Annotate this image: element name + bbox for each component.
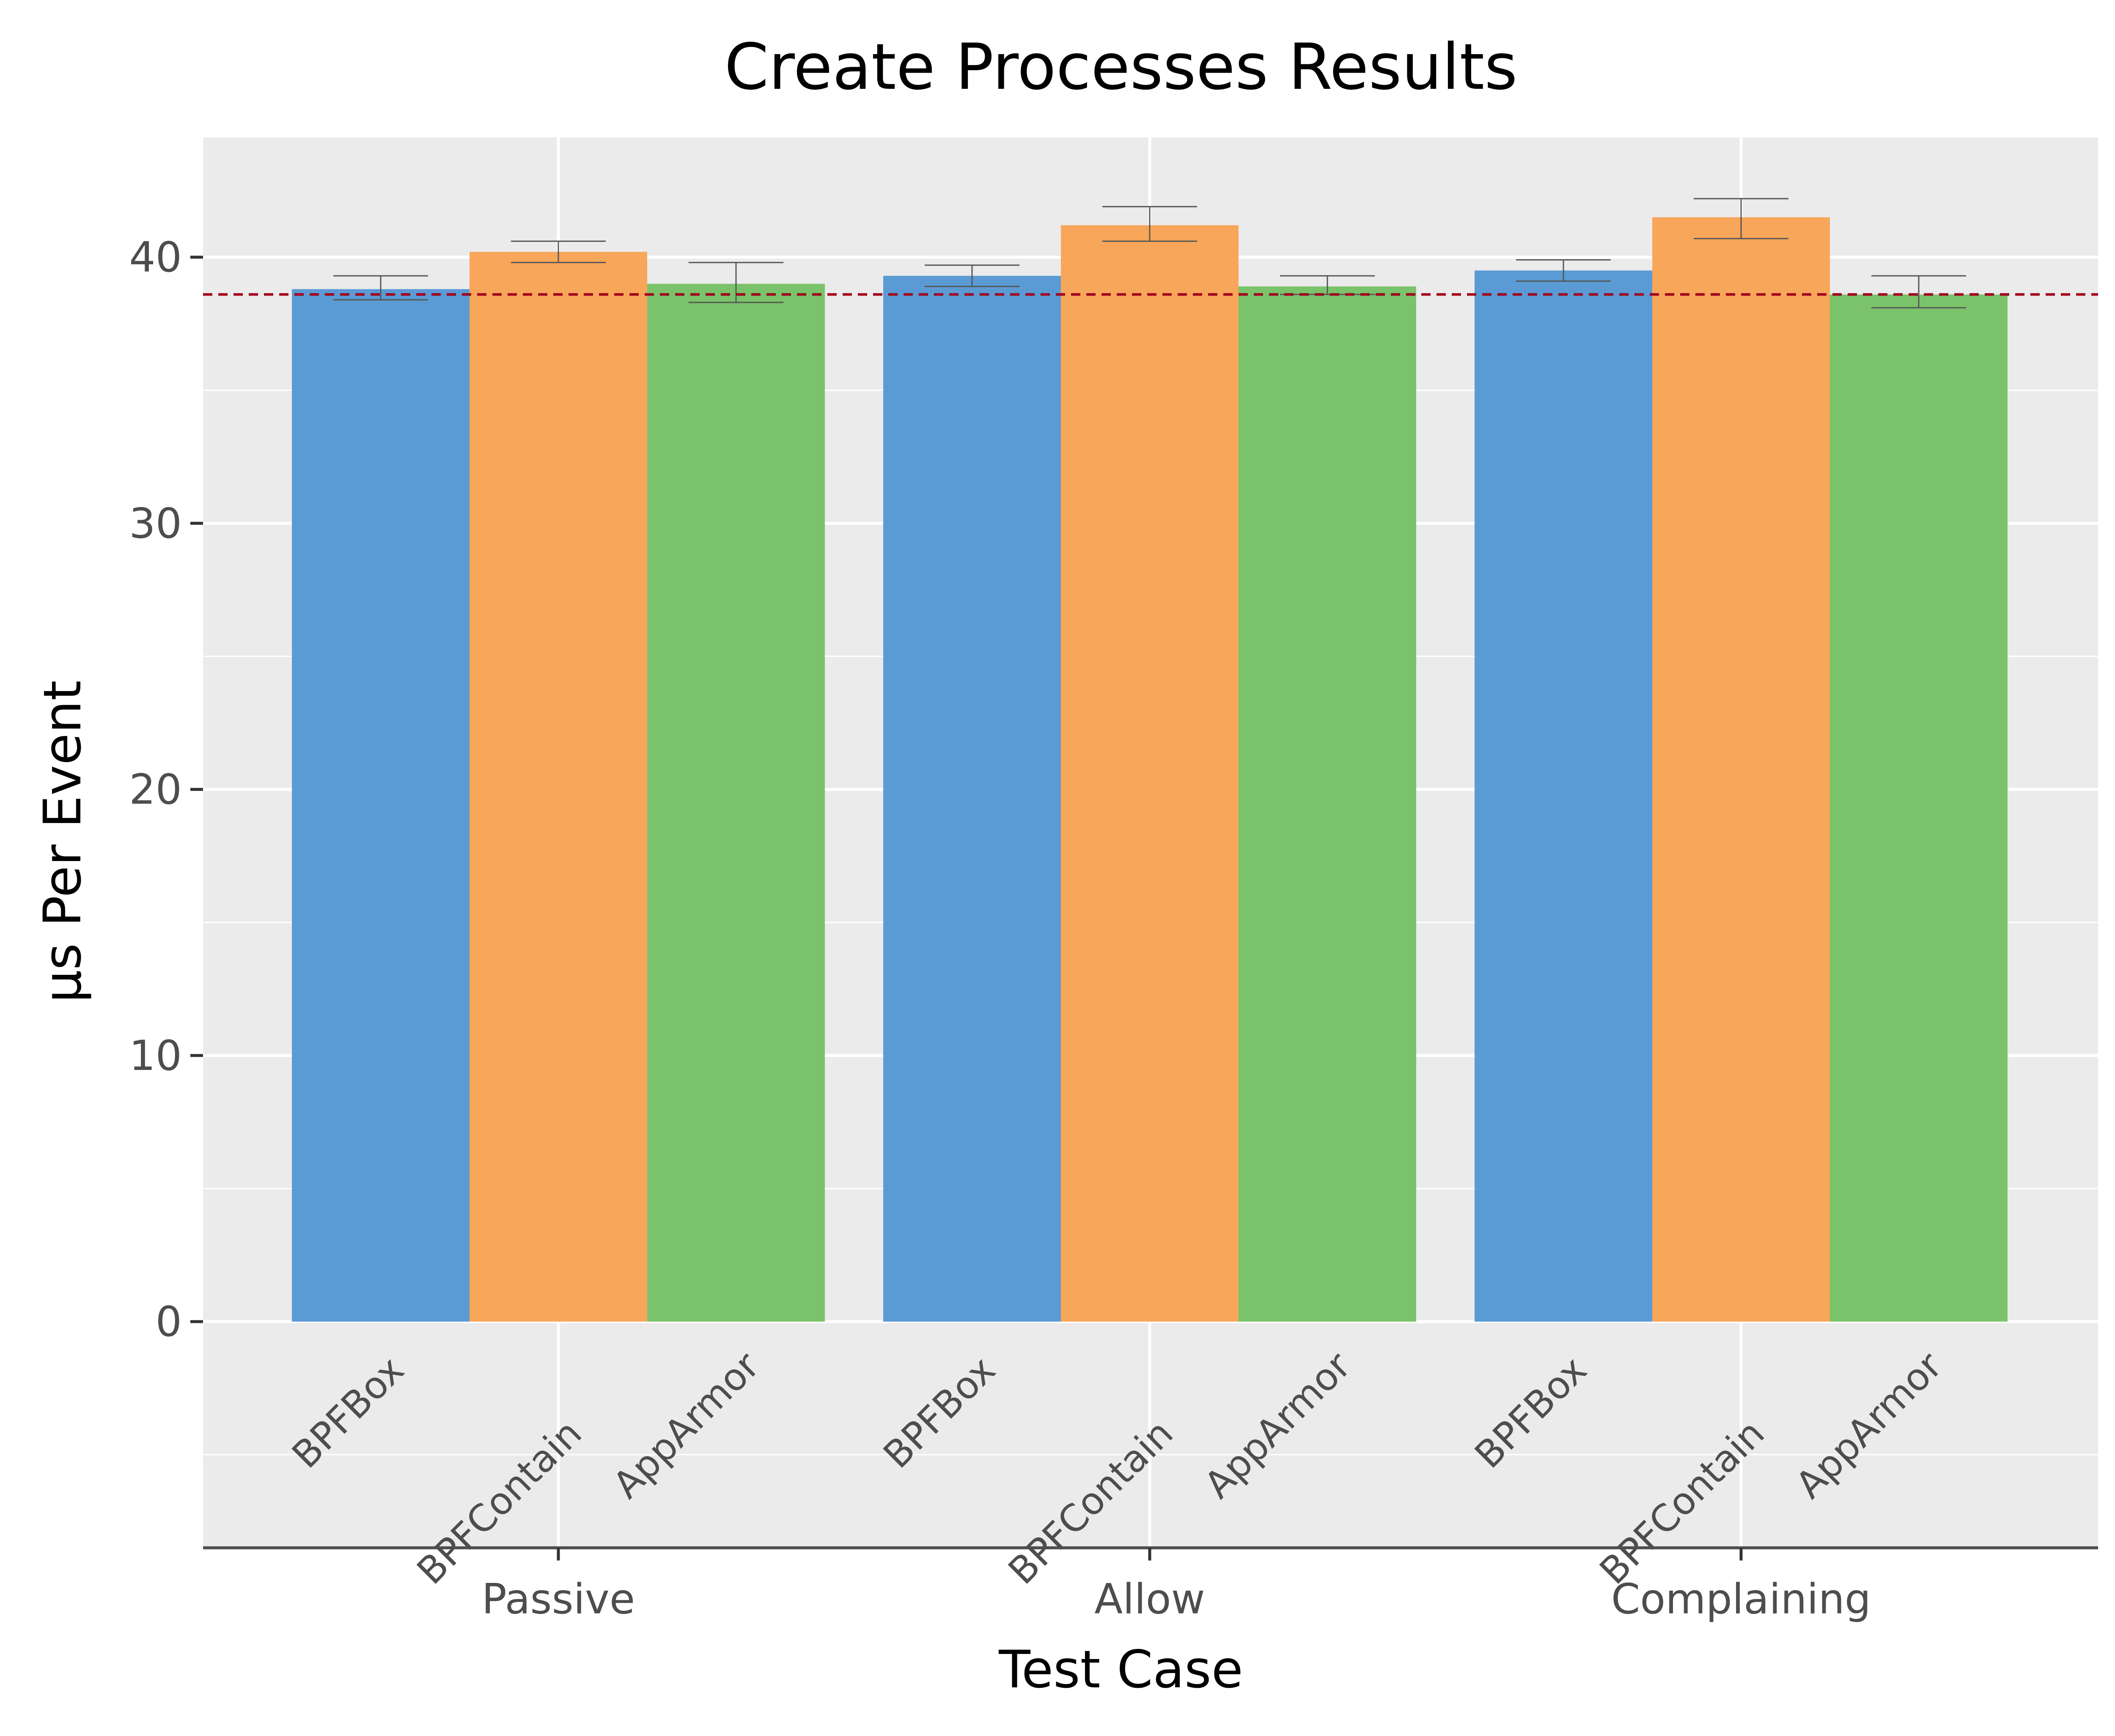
x-axis-title: Test Case xyxy=(998,1640,1243,1700)
y-tick-label: 0 xyxy=(156,1298,182,1346)
x-tick-label: Passive xyxy=(482,1575,635,1624)
error-bar xyxy=(333,275,428,301)
x-axis-ticks: Passive Allow Complaining xyxy=(482,1548,1871,1624)
bar-bpfbox-allow xyxy=(883,276,1061,1322)
error-bar xyxy=(1871,275,1966,309)
bar-bpfcontain-complaining xyxy=(1652,217,1830,1322)
bar-apparmor-allow xyxy=(1239,286,1416,1322)
y-tick-label: 40 xyxy=(129,233,182,282)
x-tick-label: Complaining xyxy=(1611,1575,1871,1624)
y-axis-title: µs Per Event xyxy=(33,680,93,1003)
chart-title: Create Processes Results xyxy=(725,30,1518,104)
y-tick-label: 30 xyxy=(129,499,182,548)
bars xyxy=(292,217,2008,1322)
error-bar xyxy=(1516,259,1611,282)
error-bar xyxy=(689,262,783,303)
bar-bpfbox-complaining xyxy=(1475,270,1652,1322)
y-axis-ticks: 0 10 20 30 40 xyxy=(129,233,203,1346)
error-bar xyxy=(1280,275,1375,295)
x-tick-label: Allow xyxy=(1094,1575,1205,1624)
y-tick-label: 20 xyxy=(129,766,182,814)
bar-apparmor-complaining xyxy=(1830,294,2008,1322)
bar-bpfcontain-passive xyxy=(470,252,647,1322)
bar-bpfbox-passive xyxy=(292,289,470,1322)
error-bar xyxy=(511,240,606,263)
error-bar xyxy=(1694,198,1788,239)
error-bar xyxy=(1102,206,1197,242)
error-bars xyxy=(333,198,1966,309)
bar-bpfcontain-allow xyxy=(1061,225,1239,1322)
bar-apparmor-passive xyxy=(647,284,825,1322)
y-tick-label: 10 xyxy=(129,1032,182,1080)
error-bar xyxy=(925,264,1019,287)
